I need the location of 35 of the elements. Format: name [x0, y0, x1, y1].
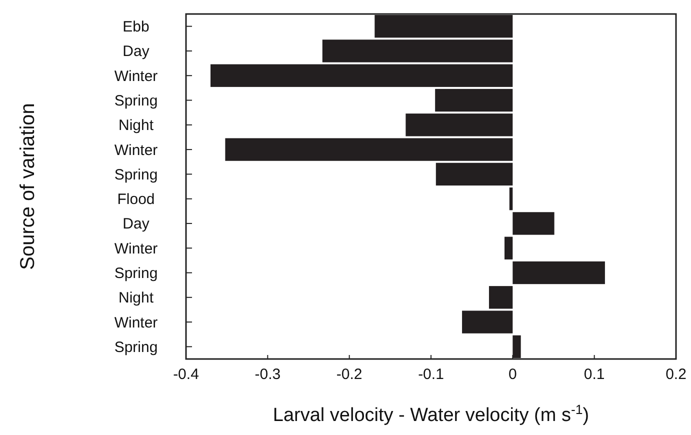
y-tick-label: Flood — [117, 191, 155, 208]
y-tick-label: Night — [118, 117, 154, 134]
x-tick-label: -0.2 — [336, 366, 362, 383]
y-tick-label: Winter — [114, 142, 158, 159]
bar — [322, 40, 513, 62]
bar — [225, 138, 513, 161]
bar — [436, 162, 513, 186]
x-tick-label: -0.1 — [418, 366, 444, 383]
bar — [488, 286, 513, 309]
y-tick-label: Day — [122, 216, 150, 233]
x-tick-label: 0 — [508, 366, 517, 383]
y-tick-label: Night — [118, 290, 154, 307]
y-tick-label: Day — [122, 43, 150, 60]
bar — [406, 114, 513, 136]
bar — [210, 64, 513, 87]
x-tick-label: 0.2 — [666, 366, 686, 383]
bar — [462, 310, 513, 334]
bar — [435, 88, 513, 112]
x-tick-label: -0.3 — [254, 366, 281, 383]
bar — [512, 261, 605, 284]
bar — [512, 212, 554, 235]
y-tick-label: Spring — [114, 265, 158, 282]
y-tick-label: Ebb — [122, 18, 150, 36]
y-tick-label: Winter — [114, 240, 158, 258]
y-axis-title: Source of variation — [17, 103, 39, 270]
y-tick-label: Winter — [114, 314, 158, 332]
x-tick-label: -0.4 — [173, 366, 199, 383]
y-tick-label: Spring — [114, 338, 158, 356]
bar — [504, 236, 513, 260]
bar — [509, 187, 513, 210]
x-axis-title: Larval velocity - Water velocity (m s$^{-1}$) — [272, 402, 590, 426]
x-tick-label: 0.1 — [584, 366, 605, 383]
y-tick-label: Spring — [114, 92, 158, 110]
y-tick-label: Spring — [114, 166, 158, 184]
y-tick-label: Winter — [114, 68, 158, 85]
